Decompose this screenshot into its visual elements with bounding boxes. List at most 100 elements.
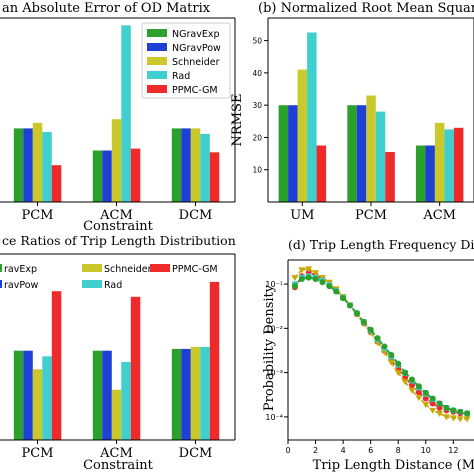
bar-ngravexp-pcm [13, 350, 24, 440]
bar-rad-dcm [200, 133, 210, 202]
x-tick-label: 12 [448, 446, 458, 455]
series-point-1 [456, 416, 464, 423]
series-point-3 [326, 283, 333, 290]
legend-swatch-schneider [82, 264, 102, 272]
series-point-1 [394, 370, 402, 377]
series-point-3 [353, 310, 360, 317]
bar-schneider-acm [111, 389, 122, 440]
bar-ngravexp-pcm [347, 105, 357, 202]
x-tick-label: PCM [21, 446, 53, 461]
series-point-1 [436, 410, 444, 417]
x-tick-label: ACM [422, 208, 456, 223]
bar-schneider-pcm [32, 122, 43, 202]
panel-d-title: (d) Trip Length Frequency Distr [288, 237, 474, 252]
series-point-1 [298, 267, 306, 274]
bar-schneider-um [297, 69, 308, 202]
legend-label-ngravpow: NGravPow [172, 43, 221, 54]
y-tick-label: 10 [252, 166, 262, 175]
y-tick-label: 30 [252, 101, 262, 110]
legend-label-schneider: Schneider [104, 264, 152, 275]
series-point-1 [312, 270, 320, 277]
series-point-1 [408, 387, 416, 394]
bar-rad-pcm [42, 132, 52, 202]
series-line-3 [294, 276, 468, 415]
bar-ngravpow-acm [425, 145, 435, 202]
x-tick-label: PCM [21, 208, 53, 223]
x-tick-label: UM [290, 208, 314, 223]
series-point-3 [450, 407, 457, 414]
series-point-3 [305, 274, 312, 281]
y-tick-label: 10⁻³ [265, 369, 283, 378]
bar-rad-pcm [375, 111, 386, 202]
series-point-1 [463, 416, 471, 423]
bar-ngravpow-pcm [23, 128, 33, 202]
series-point-1 [291, 275, 299, 282]
bar-ngravpow-acm [102, 150, 112, 202]
bar-ppmc-gm-acm [130, 296, 141, 440]
y-tick-label: 40 [252, 69, 262, 78]
panel-a-xlabel: Constraint [83, 219, 154, 234]
series-point-0 [415, 389, 422, 396]
bar-ngravpow-pcm [23, 350, 33, 440]
bar-ngravexp-um [278, 105, 289, 202]
series-point-3 [443, 404, 450, 411]
x-tick-label: ACM [99, 446, 133, 461]
x-tick-label: 0 [285, 446, 290, 455]
panel-c-bar-chart: PCM ACM DCM ravExp ravPow Schneider Rad PPMC-GM [0, 253, 236, 461]
x-tick-label: PCM [355, 208, 387, 223]
series-point-0 [409, 382, 415, 389]
panel-a-bar-chart: PCM ACM DCM NGravExp NGravPow Schneider Rad PPM… [0, 17, 236, 223]
legend-label-ngravexp: ravExp [4, 264, 37, 275]
series-point-0 [422, 395, 429, 402]
series-point-3 [415, 383, 422, 390]
series-point-3 [291, 283, 298, 290]
bar-ngravexp-acm [92, 350, 103, 440]
legend-swatch-ngravpow [0, 280, 2, 288]
series-point-3 [312, 276, 319, 283]
bar-schneider-acm [111, 119, 122, 202]
bar-rad-acm [121, 361, 131, 440]
bar-ngravpow-pcm [356, 105, 367, 202]
bar-ngravpow-dcm [181, 348, 191, 440]
legend-label-ppmc-gm: PPMC-GM [172, 264, 218, 275]
legend-swatch-ppmc-gm [147, 85, 167, 93]
bar-rad-um [307, 32, 317, 202]
x-tick-label: 6 [368, 446, 373, 455]
panel-d-line-chart: 0 2 4 6 8 10 12 10⁻¹ 10⁻² 10⁻³ 10⁻⁴ [265, 259, 474, 455]
panel-b-bar-chart: UM PCM ACM 10 20 30 40 50 [252, 17, 474, 223]
bar-ppmc-gm-pcm [51, 291, 62, 440]
x-tick-label: 2 [313, 446, 318, 455]
bar-rad-acm [121, 25, 131, 203]
legend-label-rad: Rad [104, 280, 122, 291]
series-line-2 [294, 275, 468, 415]
legend-label-rad: Rad [172, 71, 190, 82]
bar-ppmc-gm-acm [453, 127, 464, 202]
series-point-3 [367, 326, 374, 333]
series-point-3 [436, 400, 443, 407]
legend-swatch-ngravexp [147, 29, 167, 37]
series-point-3 [381, 343, 388, 350]
bar-ngravpow-dcm [181, 128, 191, 202]
series-point-3 [429, 395, 436, 402]
series-point-3 [319, 279, 326, 286]
series-point-3 [457, 408, 464, 415]
panel-d-ylabel: Probability Density [262, 284, 277, 411]
panel-b-ylabel: NRMSE [230, 94, 245, 147]
bar-ngravexp-dcm [171, 128, 182, 202]
bar-schneider-pcm [32, 369, 43, 440]
series-point-1 [401, 379, 409, 386]
series-point-3 [402, 369, 409, 376]
series-point-3 [388, 351, 395, 358]
bar-ngravexp-acm [92, 150, 103, 202]
bar-ppmc-gm-dcm [209, 281, 220, 440]
bar-schneider-pcm [366, 95, 376, 202]
legend-label-ngravpow: ravPow [4, 280, 39, 291]
legend-swatch-ngravpow [147, 43, 167, 51]
series-point-1 [449, 415, 457, 422]
bar-rad-pcm [42, 356, 52, 440]
y-tick-label: 10⁻² [265, 324, 283, 333]
y-tick-label: 10⁻⁴ [265, 413, 283, 422]
bar-schneider-acm [434, 122, 445, 202]
y-tick-label: 10⁻¹ [265, 280, 283, 289]
